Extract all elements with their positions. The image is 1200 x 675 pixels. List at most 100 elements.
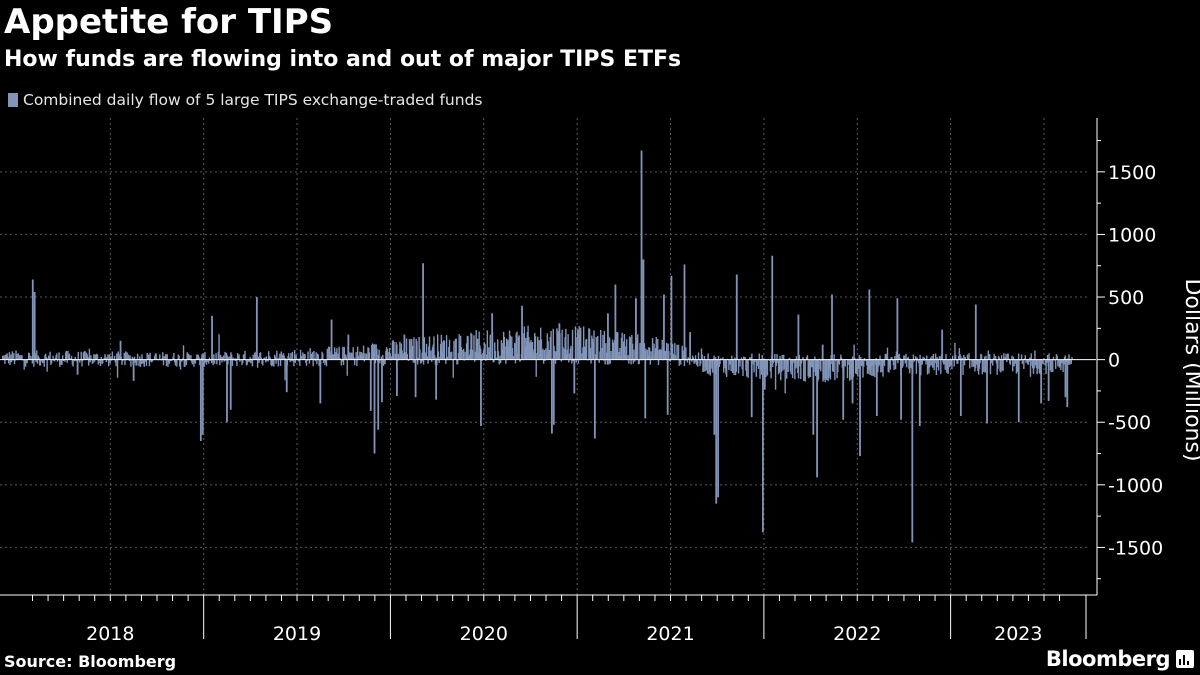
- flow-bar: [703, 356, 706, 360]
- flow-bar: [458, 334, 460, 360]
- flow-bar: [419, 349, 421, 360]
- flow-bar: [195, 358, 197, 360]
- flow-bar: [695, 359, 697, 365]
- flow-bar: [8, 352, 11, 360]
- flow-bar: [953, 359, 955, 367]
- flow-bar: [139, 359, 142, 367]
- flow-spike-bar: [812, 359, 815, 435]
- flow-bar: [239, 359, 241, 362]
- flow-bar: [850, 359, 852, 380]
- flow-bar: [312, 359, 314, 367]
- flow-bar: [977, 359, 979, 372]
- flow-bar: [584, 346, 586, 360]
- flow-spike-bar: [593, 359, 596, 439]
- flow-bar: [878, 359, 881, 366]
- flow-bar: [1060, 359, 1063, 364]
- flow-spike-bar: [521, 305, 523, 360]
- flow-bar: [374, 359, 377, 364]
- flow-bar: [359, 351, 361, 360]
- flow-bar: [568, 353, 571, 360]
- flow-bar: [482, 349, 485, 360]
- flow-bar: [100, 356, 102, 360]
- flow-bar: [113, 355, 116, 360]
- flow-bar: [479, 348, 482, 360]
- flow-bar: [81, 359, 83, 367]
- flow-bar: [136, 359, 138, 366]
- flow-bar: [136, 353, 139, 360]
- flow-bar: [629, 337, 632, 360]
- flow-bar: [872, 359, 875, 377]
- flow-bar: [508, 330, 511, 360]
- flow-bar: [720, 358, 722, 360]
- flow-bar: [893, 359, 895, 370]
- flow-bar: [494, 342, 496, 360]
- flow-bar: [304, 353, 306, 360]
- flow-bar: [883, 359, 885, 364]
- flow-spike-bar: [330, 319, 333, 360]
- flow-bar: [68, 353, 71, 360]
- flow-bar: [983, 359, 985, 372]
- flow-bar: [526, 332, 529, 360]
- flow-bar: [511, 336, 513, 360]
- flow-bar: [416, 341, 418, 360]
- flow-bar: [622, 341, 625, 360]
- flow-bar: [705, 359, 708, 371]
- flow-bar: [810, 359, 812, 367]
- flow-bar: [684, 359, 686, 361]
- flow-bar: [263, 358, 265, 360]
- flow-bar: [67, 351, 69, 360]
- flow-bar: [613, 357, 615, 360]
- flow-bar: [550, 330, 552, 360]
- flow-bar: [545, 348, 547, 360]
- flow-bar: [333, 354, 335, 360]
- flow-bar: [687, 357, 689, 360]
- flow-bar: [334, 354, 337, 360]
- flow-spike-bar: [842, 359, 845, 420]
- flow-bar: [618, 352, 620, 360]
- flow-bar: [934, 359, 936, 364]
- flow-bar: [391, 341, 394, 360]
- flow-bar: [493, 359, 495, 362]
- flow-bar: [902, 359, 904, 367]
- flow-bar: [25, 359, 28, 363]
- flow-bar: [809, 359, 812, 377]
- flow-bar: [910, 359, 912, 368]
- flow-bar: [578, 326, 580, 360]
- flow-bar: [828, 359, 831, 370]
- flow-bar: [625, 339, 628, 360]
- flow-bar: [464, 351, 466, 360]
- flow-bar: [3, 355, 5, 360]
- flow-bar: [594, 354, 597, 360]
- flow-bar: [13, 359, 16, 365]
- flow-bar: [782, 359, 784, 371]
- flow-bar: [971, 359, 974, 363]
- flow-bar: [772, 359, 775, 364]
- flow-spike-bar: [377, 359, 380, 430]
- flow-bar: [456, 359, 459, 365]
- flow-bar: [796, 359, 798, 368]
- flow-bar: [891, 359, 894, 361]
- flow-bar: [788, 357, 791, 360]
- flow-bar: [548, 350, 550, 360]
- flow-bar: [439, 344, 442, 360]
- flow-bar: [765, 359, 768, 370]
- flow-bar: [1017, 353, 1020, 360]
- flow-bar: [196, 354, 198, 360]
- flow-bar: [989, 354, 991, 360]
- flow-bar: [9, 359, 11, 366]
- x-year-label: 2020: [460, 623, 508, 645]
- flow-bar: [1000, 355, 1003, 360]
- flow-spike-bar: [821, 344, 824, 360]
- flow-bar: [1049, 359, 1052, 371]
- flow-bar: [921, 359, 923, 365]
- flow-bar: [802, 356, 804, 360]
- flow-bar: [428, 336, 431, 360]
- flow-bar: [280, 351, 283, 360]
- flow-bar: [495, 357, 497, 360]
- flow-bar: [870, 359, 872, 367]
- flow-bar: [496, 358, 498, 360]
- flow-bar: [47, 358, 49, 360]
- flow-bar: [993, 353, 995, 360]
- flow-spike-bar: [552, 359, 555, 425]
- flow-bar: [1033, 359, 1035, 369]
